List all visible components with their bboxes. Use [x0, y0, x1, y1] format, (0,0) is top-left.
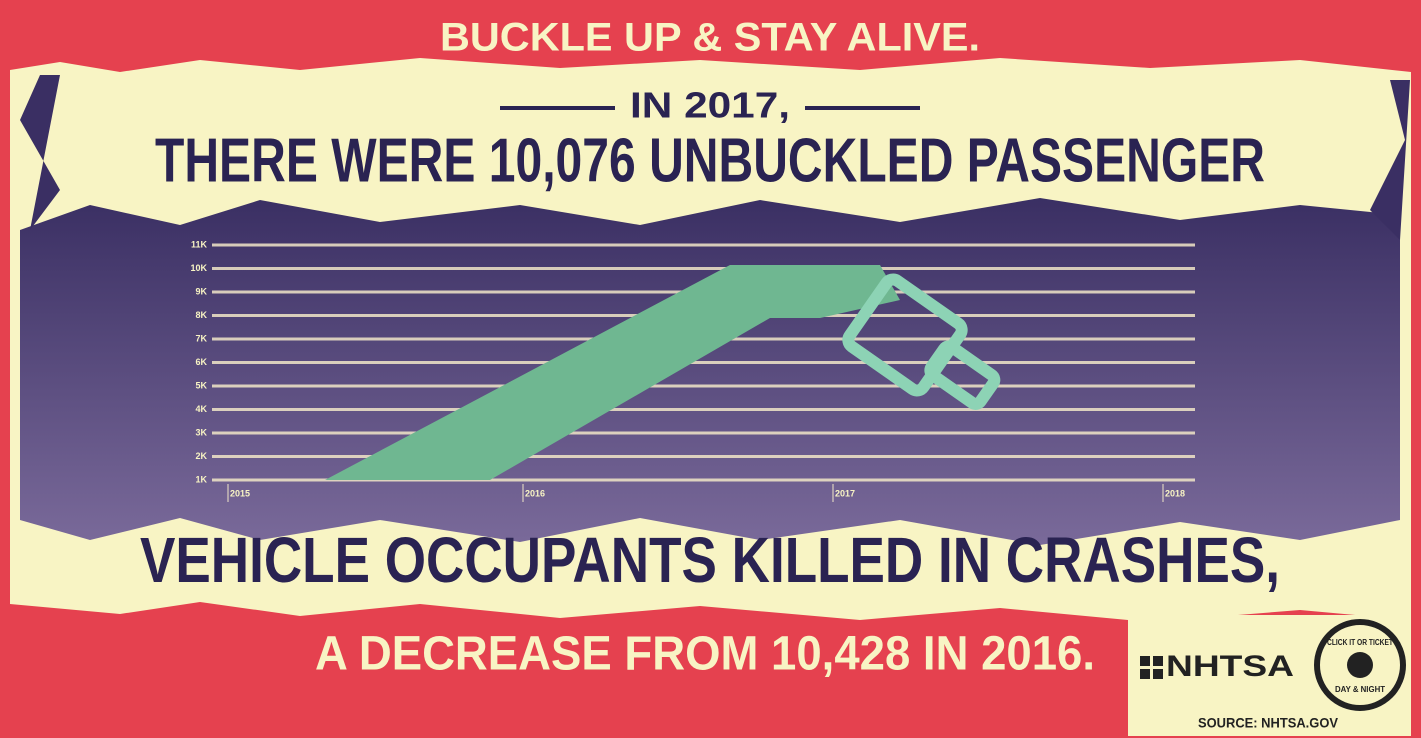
- y-tick-label: 9K: [195, 286, 207, 296]
- y-tick-label: 5K: [195, 380, 207, 390]
- headline: THERE WERE 10,076 UNBUCKLED PASSENGER: [155, 126, 1265, 195]
- logo: NHTSA: [1166, 650, 1294, 683]
- x-tick-label: 2015: [230, 488, 250, 498]
- x-tick-label: 2017: [835, 488, 855, 498]
- source: SOURCE: NHTSA.GOV: [1198, 715, 1339, 731]
- y-tick-label: 3K: [195, 427, 207, 437]
- badge-icon: [1347, 652, 1373, 678]
- y-tick-label: 10K: [190, 263, 207, 273]
- headline-intro: IN 2017,: [630, 85, 790, 126]
- badge-text: DAY & NIGHT: [1335, 685, 1385, 694]
- headline: VEHICLE OCCUPANTS KILLED IN CRASHES,: [140, 524, 1280, 596]
- y-tick-label: 1K: [195, 474, 207, 484]
- chart-panel: [20, 198, 1400, 545]
- y-tick-label: 8K: [195, 310, 207, 320]
- y-tick-label: 2K: [195, 451, 207, 461]
- y-tick-label: 4K: [195, 404, 207, 414]
- x-tick-label: 2018: [1165, 488, 1185, 498]
- y-tick-label: 6K: [195, 357, 207, 367]
- x-tick-label: 2016: [525, 488, 545, 498]
- infographic: BUCKLE UP & STAY ALIVE. IN 2017, THERE W…: [0, 0, 1421, 738]
- y-tick-label: 7K: [195, 333, 207, 343]
- footer-text: A DECREASE FROM 10,428 IN 2016.: [315, 628, 1095, 681]
- y-tick-label: 11K: [191, 239, 208, 249]
- badge-text: CLICK IT OR TICKET: [1327, 638, 1393, 647]
- title: BUCKLE UP & STAY ALIVE.: [440, 16, 980, 60]
